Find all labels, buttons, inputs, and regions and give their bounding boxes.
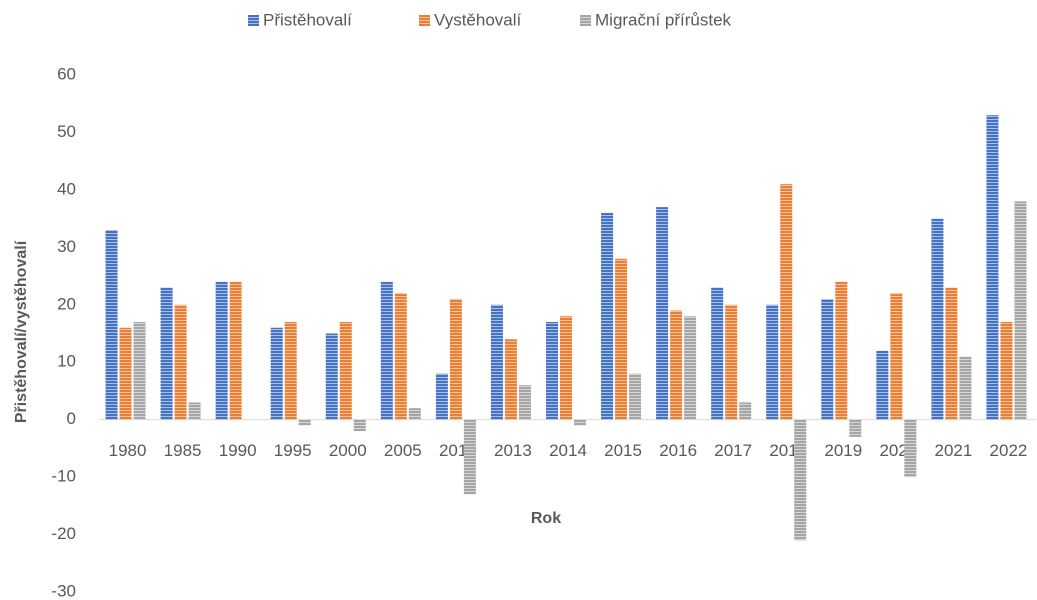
y-tick-label: -30 [51,581,76,600]
bar [766,304,779,420]
y-tick-label: 50 [57,122,76,141]
bar [945,287,958,420]
legend-swatch [419,15,430,26]
bar [463,419,476,495]
bar [739,402,752,420]
bar [394,293,407,420]
bar [119,327,132,420]
x-tick-label: 2017 [714,441,752,460]
bar [684,316,697,420]
bar [284,322,297,420]
y-tick-label: 60 [57,64,76,83]
x-axis-title: Rok [531,510,561,527]
legend-swatch [248,15,259,26]
bar [1014,201,1027,420]
bar [408,408,421,420]
x-tick-label: 2019 [824,441,862,460]
bar [435,373,448,420]
bar [339,322,352,420]
legend-label: Vystěhovalí [434,10,522,29]
bar [890,293,903,420]
bar [574,419,586,426]
bar [1000,322,1013,420]
bar [876,350,889,420]
bar [229,281,242,420]
bar [160,287,173,420]
bar [353,419,366,432]
x-tick-label: 1990 [219,441,257,460]
bar [849,419,862,437]
legend-label: Přistěhovalí [263,10,352,29]
bar [904,419,917,478]
y-tick-label: -20 [51,524,76,543]
bar [780,184,793,420]
bar [959,356,972,420]
bar [835,281,848,420]
y-tick-label: -10 [51,467,76,486]
bar [174,304,187,420]
bar [490,304,503,420]
bar [560,316,572,420]
bar [725,304,738,420]
x-tick-label: 1985 [164,441,202,460]
y-tick-label: 40 [57,179,76,198]
y-tick-label: 20 [57,294,76,313]
x-tick-label: 1995 [274,441,312,460]
x-tick-label: 2013 [494,441,532,460]
y-axis-title: Přistěhovalí/vystěhovalí [13,240,30,423]
bar [711,287,724,420]
y-tick-label: 10 [57,352,76,371]
bar [821,299,834,420]
bar [546,322,558,420]
bar [215,281,228,420]
bar [601,212,614,420]
x-tick-label: 2005 [384,441,422,460]
bar [133,322,146,420]
y-tick-label: 30 [57,237,76,256]
x-tick-label: 2014 [549,441,587,460]
bar [449,299,462,420]
x-tick-label: 2022 [990,441,1028,460]
bar [298,419,311,426]
bar [615,258,628,420]
legend-label: Migrační přírůstek [595,10,732,29]
bar [670,310,683,420]
bar [504,339,517,420]
legend-swatch [580,15,591,26]
bar [656,207,669,420]
bar [794,419,807,541]
x-tick-label: 1980 [109,441,147,460]
bar [188,402,201,420]
bar [931,218,944,420]
y-tick-label: 0 [67,409,76,428]
bar [325,333,338,420]
bar [986,115,999,420]
x-tick-label: 2021 [934,441,972,460]
bar [270,327,283,420]
bar [518,385,531,420]
x-tick-label: 2000 [329,441,367,460]
x-tick-label: 2016 [659,441,697,460]
x-tick-label: 2015 [604,441,642,460]
bar [380,281,393,420]
bar [629,373,642,420]
bar [105,230,118,420]
